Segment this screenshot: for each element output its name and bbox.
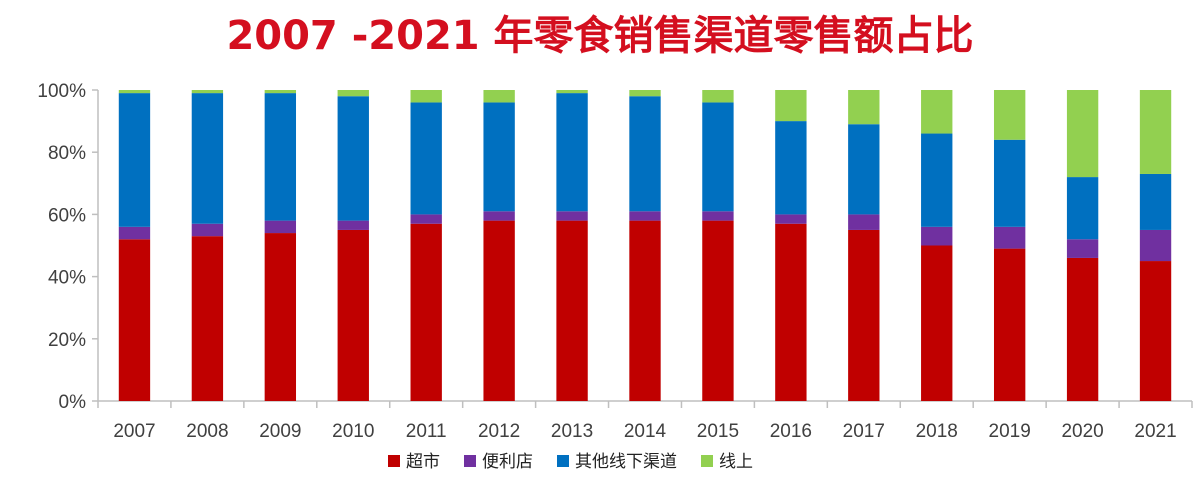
x-tick-label: 2014 <box>624 421 667 442</box>
bar-segment-2008-3 <box>191 90 224 94</box>
y-axis: 0% 20% 40% 60% 80% 100% <box>37 81 99 413</box>
bar-segment-2010-0 <box>337 229 369 401</box>
legend-label-2: 其他线下渠道 <box>575 452 677 472</box>
x-axis: 2007 2008 2009 2010 2011 2012 2013 2014 2015 2016… <box>97 400 1193 442</box>
bar-segment-2012-0 <box>483 220 515 401</box>
x-tick-label: 2012 <box>478 421 520 442</box>
legend-swatch-3 <box>701 455 713 467</box>
x-tick-label: 2010 <box>332 421 374 442</box>
bar-segment-2009-3 <box>264 90 297 94</box>
bar-segment-2009-1 <box>264 220 297 234</box>
bar-segment-2021-2 <box>1139 173 1172 230</box>
x-tick-label: 2008 <box>186 421 228 442</box>
bar-segment-2016-2 <box>775 121 807 215</box>
bar-segment-2020-2 <box>1066 177 1099 240</box>
legend-swatch-1 <box>464 455 476 467</box>
bar-segment-2010-2 <box>337 96 369 221</box>
bar-segment-2021-0 <box>1139 261 1172 401</box>
bar-segment-2010-1 <box>337 220 369 230</box>
x-tick-label: 2011 <box>406 421 447 442</box>
bar-segment-2011-1 <box>410 214 442 224</box>
bar-segment-2011-2 <box>410 102 442 215</box>
bar-segment-2008-2 <box>191 93 224 224</box>
bar-segment-2014-1 <box>629 211 661 221</box>
bar-segment-2007-0 <box>118 239 151 401</box>
bar-segment-2018-2 <box>921 133 953 227</box>
x-tick-label: 2021 <box>1134 421 1176 442</box>
bars <box>118 90 1172 401</box>
bar-segment-2019-2 <box>993 139 1026 227</box>
bar-segment-2017-0 <box>848 229 880 401</box>
bar-segment-2019-0 <box>993 248 1026 401</box>
legend-label-0: 超市 <box>406 452 440 472</box>
bar-segment-2016-0 <box>775 223 807 401</box>
bar-segment-2019-3 <box>993 90 1026 140</box>
bar-segment-2016-3 <box>775 90 807 122</box>
y-tick-label: 80% <box>48 143 86 164</box>
bar-segment-2014-0 <box>629 220 661 401</box>
bar-segment-2011-0 <box>410 223 442 401</box>
bar-segment-2021-1 <box>1139 229 1172 262</box>
y-tick-label: 100% <box>37 81 86 102</box>
bar-segment-2015-2 <box>702 102 734 212</box>
x-tick-label: 2007 <box>113 421 155 442</box>
bar-segment-2009-2 <box>264 93 297 221</box>
bar-segment-2013-1 <box>556 211 588 221</box>
y-tick-label: 20% <box>48 330 86 351</box>
x-tick-label: 2018 <box>916 421 958 442</box>
legend-swatch-0 <box>388 455 400 467</box>
bar-segment-2018-0 <box>921 245 953 401</box>
bar-segment-2015-3 <box>702 90 734 103</box>
legend: 超市 便利店 其他线下渠道 线上 <box>388 452 753 472</box>
x-tick-label: 2016 <box>770 421 812 442</box>
bar-segment-2014-2 <box>629 96 661 212</box>
bar-segment-2017-2 <box>848 124 880 215</box>
bar-segment-2020-1 <box>1066 239 1099 258</box>
bar-segment-2013-3 <box>556 90 588 94</box>
y-tick-label: 60% <box>48 205 86 226</box>
bar-segment-2013-2 <box>556 93 588 212</box>
bar-segment-2007-1 <box>118 226 151 240</box>
x-tick-label: 2017 <box>843 421 885 442</box>
x-tick-label: 2020 <box>1061 421 1103 442</box>
bar-segment-2018-1 <box>921 226 953 246</box>
bar-segment-2015-0 <box>702 220 734 401</box>
y-tick-label: 0% <box>59 392 87 413</box>
bar-segment-2018-3 <box>921 90 953 134</box>
x-tick-label: 2013 <box>551 421 593 442</box>
y-tick-label: 40% <box>48 268 86 289</box>
legend-swatch-2 <box>557 455 569 467</box>
legend-label-1: 便利店 <box>482 452 533 472</box>
bar-segment-2012-1 <box>483 211 515 221</box>
x-tick-label: 2019 <box>989 421 1031 442</box>
bar-segment-2021-3 <box>1139 90 1172 174</box>
bar-segment-2009-0 <box>264 233 297 401</box>
bar-segment-2015-1 <box>702 211 734 221</box>
bar-segment-2017-3 <box>848 90 880 125</box>
bar-segment-2020-0 <box>1066 257 1099 401</box>
bar-segment-2012-2 <box>483 102 515 212</box>
legend-label-3: 线上 <box>719 452 753 472</box>
x-tick-label: 2015 <box>697 421 739 442</box>
bar-segment-2008-0 <box>191 236 224 401</box>
bar-segment-2014-3 <box>629 90 661 97</box>
bar-segment-2007-2 <box>118 93 151 227</box>
bar-segment-2017-1 <box>848 214 880 230</box>
bar-segment-2008-1 <box>191 223 224 237</box>
bar-segment-2011-3 <box>410 90 442 103</box>
bar-segment-2010-3 <box>337 90 369 97</box>
chart-title: 2007 -2021 年零食销售渠道零售额占比 <box>226 13 974 59</box>
bar-segment-2016-1 <box>775 214 807 224</box>
bar-segment-2007-3 <box>118 90 151 94</box>
bar-segment-2020-3 <box>1066 90 1099 178</box>
bar-segment-2013-0 <box>556 220 588 401</box>
bar-segment-2012-3 <box>483 90 515 103</box>
x-tick-label: 2009 <box>259 421 301 442</box>
bar-segment-2019-1 <box>993 226 1026 249</box>
